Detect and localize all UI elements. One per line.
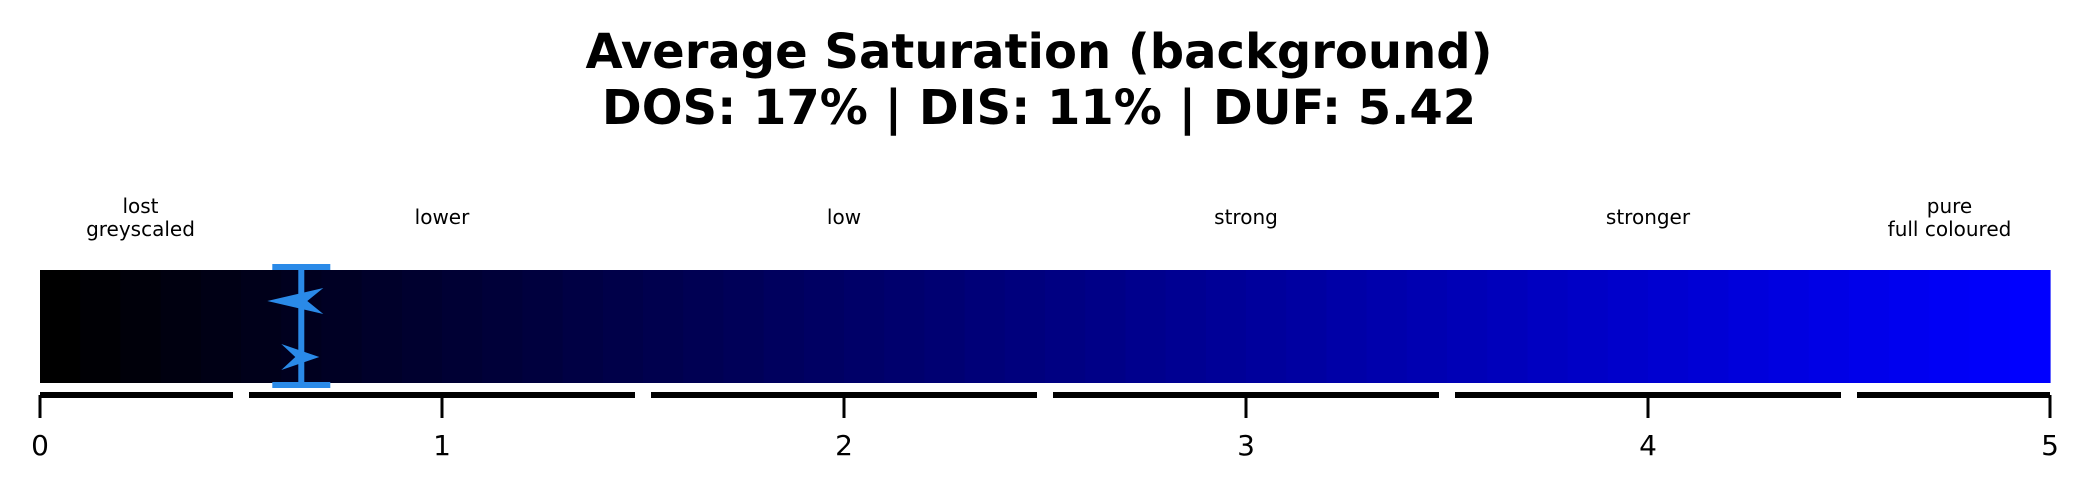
gradient-segment [1567,270,1609,383]
gradient-segment [1808,270,1850,383]
gradient-segment [40,270,81,383]
chart-subtitle: DOS: 17% | DIS: 11% | DUF: 5.42 [602,80,1476,136]
gradient-segment [1889,270,1930,383]
x-axis: 0 1 2 3 4 5 [31,395,2059,462]
gradient-segment [442,270,483,383]
gradient-segment [643,270,684,383]
gradient-segment [1447,270,1488,383]
x-tick-label: 0 [31,429,49,462]
gradient-segment [562,270,604,383]
gradient-segment [602,270,644,383]
gradient-segment [1406,270,1448,383]
gradient-segment [1688,270,1729,383]
gradient-segment [1487,270,1528,383]
category-label: strong [1214,205,1278,229]
gradient-segment [361,270,403,383]
gradient-segment [723,270,765,383]
gradient-segment [1648,270,1689,383]
gradient-segment [241,270,282,383]
x-tick-label: 4 [1639,429,1657,462]
gradient-segment [1165,270,1207,383]
gradient-segment [522,270,564,383]
category-label: low [827,205,861,229]
gradient-segment [1125,270,1167,383]
gradient-segment [200,270,242,383]
gradient-segment [1366,270,1408,383]
x-tick-label: 1 [433,429,451,462]
category-labels: lost greyscaled lower low strong stronger pure… [86,194,2011,241]
saturation-marker [267,264,331,388]
gradient-segment [1246,270,1287,383]
category-label: pure full coloured [1888,194,2012,241]
gradient-segment [924,270,966,383]
gradient-segment [1849,270,1890,383]
x-tick-label: 2 [835,429,853,462]
marker-arrow-right [281,344,320,370]
gradient-segment [120,270,162,383]
gradient-segment [1728,270,1770,383]
gradient-segment [683,270,724,383]
category-label: lower [415,205,470,229]
gradient-segment [321,270,363,383]
gradient-segment [844,270,885,383]
gradient-segment [1205,270,1247,383]
x-tick-label: 3 [1237,429,1255,462]
gradient-segment [1929,270,1971,383]
gradient-segment [1326,270,1368,383]
x-tick-label: 5 [2041,429,2059,462]
category-label: lost greyscaled [86,194,195,241]
gradient-segment [1768,270,1810,383]
gradient-segment [1607,270,1649,383]
gradient-segment [1286,270,1327,383]
gradient-segment [80,270,121,383]
marker-arrow-left [267,288,324,314]
gradient-segment [1085,270,1126,383]
gradient-segment [803,270,845,383]
category-label: stronger [1606,205,1691,229]
gradient-segment [964,270,1006,383]
gradient-segment [763,270,805,383]
gradient-segment [160,270,202,383]
gradient-segment [1527,270,1569,383]
gradient-segment [482,270,523,383]
gradient-segment [401,270,443,383]
gradient-segment [1004,270,1046,383]
gradient-segment [1969,270,2011,383]
gradient-segment [1045,270,1086,383]
gradient-segment [2009,270,2051,383]
chart-title: Average Saturation (background) [585,24,1492,80]
gradient-segment [884,270,925,383]
saturation-gradient-bar [40,270,2051,383]
